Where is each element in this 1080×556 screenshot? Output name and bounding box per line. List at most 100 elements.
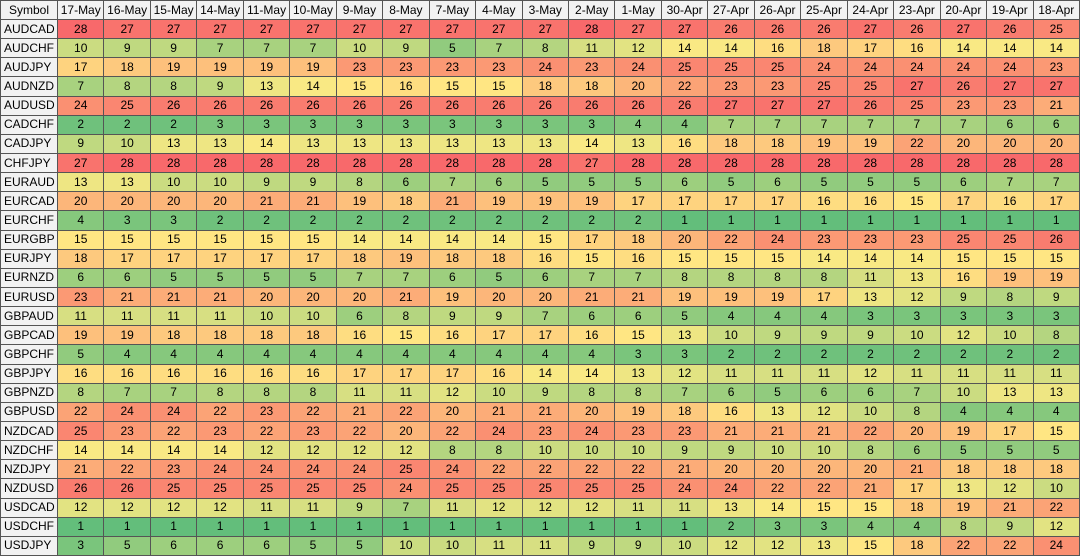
- rank-cell: 28: [800, 152, 848, 174]
- rank-cell: 25: [149, 478, 198, 499]
- rank-cell: 21: [242, 191, 291, 212]
- rank-cell: 10: [382, 535, 430, 556]
- rank-cell: 26: [103, 478, 151, 499]
- rank-cell: 23: [800, 229, 848, 250]
- header-date: 15-May: [149, 0, 198, 20]
- rank-cell: 19: [56, 325, 105, 346]
- rank-cell: 4: [56, 210, 105, 231]
- rank-cell: 10: [614, 440, 662, 461]
- rank-cell: 7: [428, 172, 477, 193]
- rank-cell: 20: [382, 420, 430, 442]
- rank-cell: 1: [567, 516, 616, 537]
- rank-cell: 8: [428, 440, 477, 461]
- header-date: 17-May: [56, 0, 105, 20]
- rank-cell: 20: [56, 191, 105, 212]
- rank-cell: 21: [335, 401, 384, 422]
- rank-cell: 17: [939, 191, 988, 212]
- data-row: GBPCAD 19 19 18 18 18 18 16 15 16 17 17 16 15 13 10 9 9 9 1…: [0, 325, 1080, 346]
- rank-cell: 28: [382, 152, 430, 174]
- rank-cell: 7: [56, 76, 105, 97]
- rank-cell: 6: [660, 172, 709, 193]
- rank-cell: 6: [939, 172, 988, 193]
- rank-cell: 26: [893, 18, 941, 40]
- rank-cell: 23: [846, 229, 895, 250]
- data-row: CADJPY 9 10 13 13 14 13 13 13 13 13 13 14 13 16 18 18 19 1…: [0, 133, 1080, 154]
- rank-cell: 24: [800, 57, 848, 78]
- rank-cell: 11: [103, 306, 151, 327]
- symbol-cell: EURAUD: [0, 172, 58, 193]
- rank-cell: 22: [800, 478, 848, 499]
- rank-cell: 21: [614, 286, 662, 308]
- symbol-cell: EURNZD: [0, 267, 58, 288]
- rank-cell: 2: [614, 210, 662, 231]
- rank-cell: 11: [707, 363, 755, 384]
- rank-cell: 3: [614, 344, 662, 365]
- header-row: Symbol 17-May 16-May 15-May 14-May 11-May 10-M…: [0, 0, 1080, 20]
- rank-cell: 24: [149, 401, 198, 422]
- rank-cell: 4: [289, 344, 337, 365]
- data-row: CADCHF 2 2 2 3 3 3 3 3 3 3 3 3 4 4 7 7 7 7 7 7 6 6: [0, 114, 1080, 135]
- rank-cell: 12: [103, 497, 151, 518]
- rank-cell: 24: [382, 478, 430, 499]
- rank-cell: 4: [103, 344, 151, 365]
- rank-cell: 21: [382, 286, 430, 308]
- rank-cell: 10: [707, 325, 755, 346]
- rank-cell: 6: [986, 114, 1034, 135]
- rank-cell: 26: [660, 95, 709, 116]
- rank-cell: 13: [521, 133, 569, 154]
- rank-cell: 6: [335, 306, 384, 327]
- rank-cell: 15: [939, 248, 988, 269]
- rank-cell: 16: [800, 191, 848, 212]
- rank-cell: 10: [1032, 478, 1080, 499]
- rank-cell: 8: [567, 382, 616, 403]
- rank-cell: 18: [800, 38, 848, 59]
- rank-cell: 14: [707, 38, 755, 59]
- rank-cell: 7: [242, 38, 291, 59]
- rank-cell: 6: [800, 382, 848, 403]
- rank-cell: 17: [614, 191, 662, 212]
- rank-cell: 8: [56, 382, 105, 403]
- rank-cell: 24: [521, 57, 569, 78]
- rank-cell: 23: [289, 420, 337, 442]
- rank-cell: 21: [707, 420, 755, 442]
- rank-cell: 15: [521, 229, 569, 250]
- header-date: 7-May: [428, 0, 477, 20]
- rank-cell: 11: [567, 38, 616, 59]
- rank-cell: 2: [335, 210, 384, 231]
- rank-cell: 13: [846, 286, 895, 308]
- rank-cell: 9: [800, 325, 848, 346]
- rank-cell: 25: [475, 478, 523, 499]
- rank-cell: 11: [196, 306, 244, 327]
- rank-cell: 13: [753, 401, 802, 422]
- rank-cell: 2: [846, 344, 895, 365]
- rank-cell: 11: [428, 497, 477, 518]
- rank-cell: 16: [149, 363, 198, 384]
- rank-cell: 8: [753, 267, 802, 288]
- rank-cell: 23: [149, 459, 198, 480]
- rank-cell: 26: [149, 95, 198, 116]
- rank-cell: 15: [846, 535, 895, 556]
- rank-cell: 15: [149, 229, 198, 250]
- header-date: 20-Apr: [939, 0, 988, 20]
- rank-cell: 14: [196, 440, 244, 461]
- rank-cell: 14: [382, 229, 430, 250]
- rank-cell: 20: [753, 459, 802, 480]
- rank-cell: 23: [893, 229, 941, 250]
- rank-cell: 5: [893, 172, 941, 193]
- rank-cell: 10: [846, 401, 895, 422]
- rank-cell: 4: [149, 344, 198, 365]
- rank-cell: 9: [382, 38, 430, 59]
- header-date: 19-Apr: [986, 0, 1034, 20]
- rank-cell: 3: [567, 114, 616, 135]
- data-row: NZDCHF 14 14 14 14 12 12 12 12 8 8 10 10 10 9 9 10 10 8 6 5 5…: [0, 440, 1080, 461]
- data-row: AUDCHF 10 9 9 7 7 7 10 9 5 7 8 11 12 14 14 16 18 17 16 14 14 1…: [0, 38, 1080, 59]
- rank-cell: 14: [1032, 38, 1080, 59]
- rank-cell: 6: [846, 382, 895, 403]
- rank-cell: 26: [614, 95, 662, 116]
- rank-cell: 10: [103, 133, 151, 154]
- data-row: EURNZD 6 6 5 5 5 5 7 7 6 5 6 7 7 8 8 8 8 11 13 16 19 19: [0, 267, 1080, 288]
- rank-cell: 26: [242, 95, 291, 116]
- rank-cell: 20: [428, 401, 477, 422]
- rank-cell: 12: [382, 440, 430, 461]
